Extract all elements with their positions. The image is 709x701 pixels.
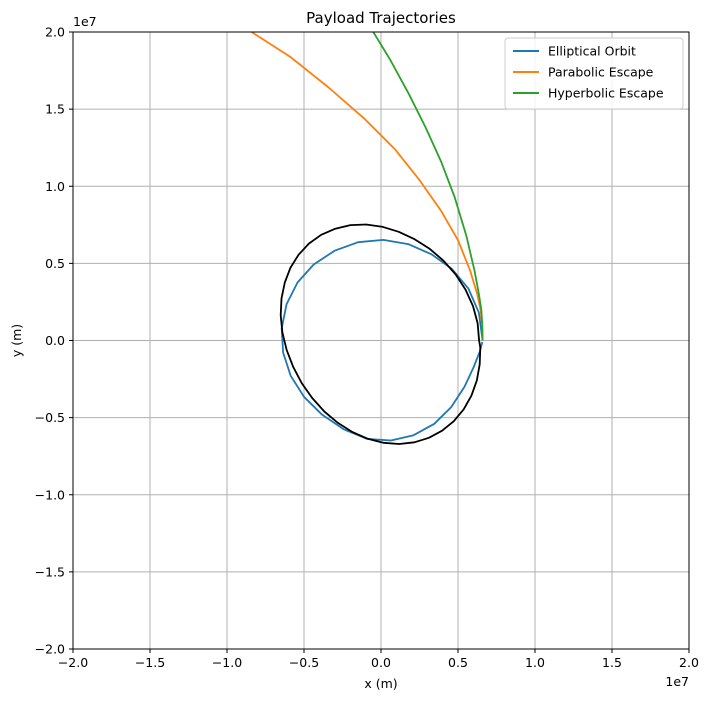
y-tick-label-0: −2.0 (35, 642, 65, 657)
y-tick-label-1: −1.5 (35, 564, 65, 579)
series-line-hyperbolic-escape (372, 32, 484, 341)
y-tick-label-7: 1.5 (45, 102, 65, 117)
legend-label-parabolic-escape: Parabolic Escape (548, 65, 654, 80)
x-tick-label-0: −2.0 (58, 655, 88, 670)
x-axis-ticks: −2.0 −1.5 −1.0 −0.5 0.0 0.5 1.0 1.5 2.0 (58, 649, 699, 670)
x-tick-label-8: 2.0 (679, 655, 699, 670)
y-tick-label-4: 0.0 (45, 333, 65, 348)
x-tick-label-7: 1.5 (602, 655, 622, 670)
y-axis-label: y (m) (9, 324, 24, 357)
x-tick-label-5: 0.5 (448, 655, 468, 670)
x-axis-offset-label: 1e7 (665, 674, 689, 689)
x-tick-label-1: −1.5 (135, 655, 165, 670)
y-tick-label-8: 2.0 (45, 25, 65, 40)
y-tick-label-3: −0.5 (35, 410, 65, 425)
y-tick-label-5: 0.5 (45, 256, 65, 271)
legend: Elliptical Orbit Parabolic Escape Hyperbol… (504, 37, 684, 110)
legend-label-elliptical-orbit: Elliptical Orbit (548, 44, 636, 59)
x-tick-label-6: 1.0 (525, 655, 545, 670)
chart-title: Payload Trajectories (306, 9, 456, 27)
x-axis-label: x (m) (364, 676, 397, 691)
series-layer (251, 32, 484, 445)
y-axis-offset-label: 1e7 (73, 14, 97, 29)
y-axis-ticks: −2.0 −1.5 −1.0 −0.5 0.0 0.5 1.0 1.5 2.0 (35, 25, 73, 657)
legend-label-hyperbolic-escape: Hyperbolic Escape (548, 86, 664, 101)
series-line-body-outline (279, 223, 482, 445)
legend-box (504, 37, 684, 110)
series-line-elliptical-orbit (280, 238, 484, 442)
x-tick-label-3: −0.5 (289, 655, 319, 670)
x-tick-label-4: 0.0 (371, 655, 391, 670)
x-tick-label-2: −1.0 (212, 655, 242, 670)
y-tick-label-2: −1.0 (35, 487, 65, 502)
y-tick-label-6: 1.0 (45, 179, 65, 194)
